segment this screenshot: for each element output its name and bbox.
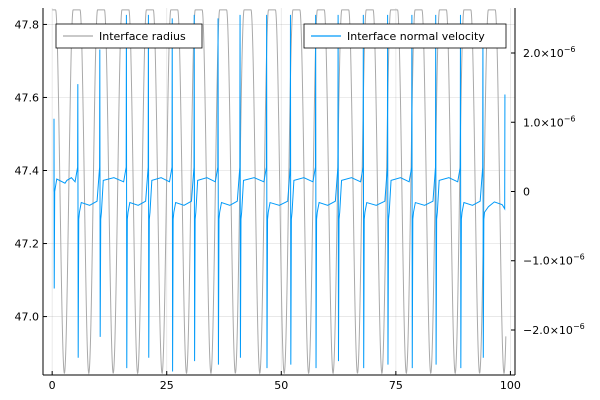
plot-frame: [42, 8, 516, 376]
y-left-tick-label: 47.8: [15, 18, 40, 31]
y-right-axis-ticks: −2.0×10−6 −1.0×10−6 0 1.0×10−6 2.0×10−6: [511, 45, 585, 337]
x-axis-ticks: 0 25 50 75 100: [49, 371, 521, 392]
y-right-tick-exponent: −6: [573, 253, 585, 262]
y-left-tick-label: 47.0: [15, 311, 40, 324]
y-right-tick-exponent: −6: [564, 45, 576, 54]
y-left-tick-label: 47.6: [15, 91, 40, 104]
interface-normal-velocity-line: [53, 14, 506, 372]
interface-radius-line: [52, 9, 507, 375]
x-tick-label: 0: [49, 379, 56, 392]
y-right-tick-label: −2.0×10−6: [523, 322, 585, 337]
y-left-tick-label: 47.2: [15, 238, 40, 251]
x-tick-label: 75: [389, 379, 403, 392]
legend-left-label: Interface radius: [99, 30, 186, 43]
legend-right-label: Interface normal velocity: [347, 30, 485, 43]
y-right-tick-label: 1.0×10−6: [523, 114, 576, 129]
series-interface-normal-velocity: [53, 14, 506, 372]
x-tick-label: 100: [500, 379, 521, 392]
y-right-tick-label: 0: [523, 186, 530, 199]
y-right-tick-label: 2.0×10−6: [523, 45, 576, 60]
y-right-tick-exponent: −6: [573, 322, 585, 331]
y-left-axis-ticks: 47.0 47.2 47.4 47.6 47.8: [15, 18, 47, 324]
x-tick-label: 25: [160, 379, 174, 392]
y-right-tick-exponent: −6: [564, 114, 576, 123]
series-interface-radius: [52, 9, 507, 375]
y-right-tick-label: −1.0×10−6: [523, 253, 585, 268]
grid: [43, 8, 515, 375]
legend-left: Interface radius: [55, 23, 203, 49]
x-tick-label: 50: [274, 379, 288, 392]
y-left-tick-label: 47.4: [15, 165, 40, 178]
legend-right: Interface normal velocity: [303, 23, 507, 49]
